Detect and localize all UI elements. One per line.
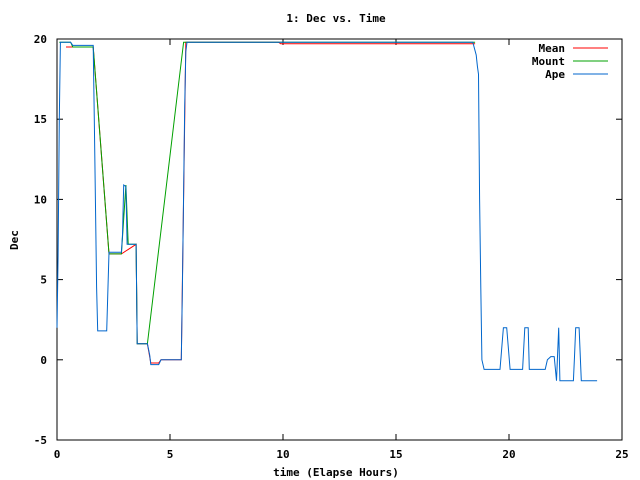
series-line-ape	[56, 41, 598, 382]
y-tick-label: 15	[34, 113, 47, 126]
x-axis-label: time (Elapse Hours)	[273, 466, 399, 479]
y-tick-label: -5	[34, 434, 47, 447]
x-tick-label: 5	[167, 448, 174, 461]
series-line-mean	[66, 41, 476, 364]
y-tick-label: 10	[34, 193, 47, 206]
legend-label-mean: Mean	[539, 42, 566, 55]
y-tick-label: 5	[40, 274, 47, 287]
x-tick-label: 20	[502, 448, 515, 461]
legend-label-mount: Mount	[532, 55, 565, 68]
x-tick-label: 15	[389, 448, 402, 461]
series-lines	[56, 41, 598, 382]
plot-frame	[56, 38, 623, 441]
axis-ticks: 0 5 10 15 20 25 -5 0 5 10 15 20	[34, 33, 629, 461]
y-axis-label: Dec	[8, 230, 21, 250]
x-tick-label: 25	[615, 448, 628, 461]
chart-title: 1: Dec vs. Time	[286, 12, 386, 25]
y-tick-label: 0	[40, 354, 47, 367]
series-line-mount	[59, 41, 476, 345]
y-tick-label: 20	[34, 33, 47, 46]
legend-label-ape: Ape	[545, 68, 565, 81]
x-tick-label: 10	[276, 448, 289, 461]
x-tick-label: 0	[54, 448, 61, 461]
